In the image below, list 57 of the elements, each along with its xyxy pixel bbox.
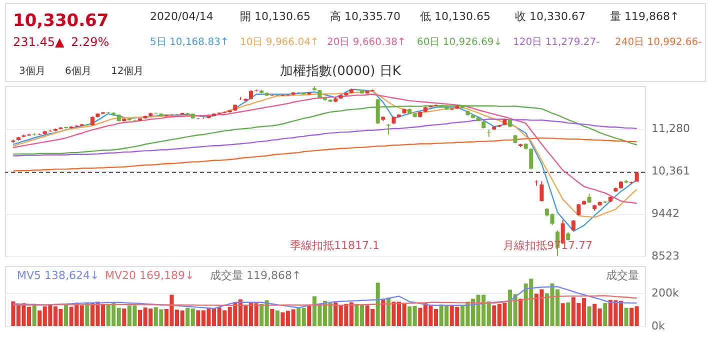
y-tick-label: 11,280 (652, 122, 690, 135)
candlestick (587, 193, 592, 204)
series-label: MV5 138,624↓ (17, 269, 100, 282)
candlestick (529, 148, 534, 170)
text: 6個月 (65, 66, 92, 77)
y-tick-label: 8523 (652, 250, 680, 262)
text: MV20 169,189↓ (105, 269, 194, 282)
bar (270, 308, 274, 326)
text: 240日 10,992.66- (615, 37, 702, 48)
bar (64, 304, 68, 326)
y-tick-label: 9442 (652, 207, 680, 220)
bar (376, 282, 380, 326)
line-series (12, 137, 638, 172)
text: 收 10,330.67 (515, 10, 586, 23)
text: 120日 11,279.27- (513, 37, 600, 48)
bar (518, 298, 523, 326)
chart-title: 加權指數(0000) 日K (280, 64, 402, 79)
text: 低 10,130.65 (420, 10, 490, 23)
line-series (12, 295, 638, 306)
series-label: 成交量 119,868↑ (210, 269, 302, 282)
candlestick (534, 180, 538, 186)
text: 12個月 (111, 66, 144, 77)
bar (587, 306, 592, 326)
text: 10日 9,966.04↑ (240, 37, 319, 48)
candlestick (571, 220, 576, 232)
text: 60日 10,926.69↓ (417, 37, 502, 48)
y-axis-title: 成交量 (606, 269, 639, 282)
bar (560, 303, 565, 326)
text: 量 119,868↑ (610, 10, 680, 23)
text: 開 10,130.65 (240, 10, 310, 23)
bar (624, 308, 628, 326)
candlestick (540, 180, 544, 202)
bar (603, 303, 608, 326)
text: 5日 10,168.83↑ (150, 37, 229, 48)
y-tick-label: 200k (652, 286, 680, 300)
candlestick (249, 90, 254, 100)
bar (381, 298, 386, 326)
candlestick (486, 128, 491, 138)
candlestick (576, 203, 581, 216)
line-series (12, 286, 638, 310)
bar (307, 304, 312, 326)
text: 2.29% (71, 35, 110, 49)
text: 2020/04/14 (150, 10, 214, 23)
bar (32, 304, 36, 326)
text: 高 10,335.70 (330, 10, 400, 23)
line-series (12, 104, 638, 155)
line-series (12, 118, 638, 156)
annotation: 季線扣抵11817.1 (290, 239, 380, 252)
y-tick-label: 10,361 (652, 164, 690, 178)
y-tick-label: 0k (652, 320, 666, 332)
bar (122, 308, 126, 326)
text: 20日 9,660.38↑ (327, 37, 406, 48)
bar (275, 310, 280, 326)
text: 231.45▲ (13, 35, 65, 49)
text: 3個月 (19, 66, 46, 77)
bar (566, 302, 570, 326)
text: 10,330.67 (13, 11, 109, 31)
